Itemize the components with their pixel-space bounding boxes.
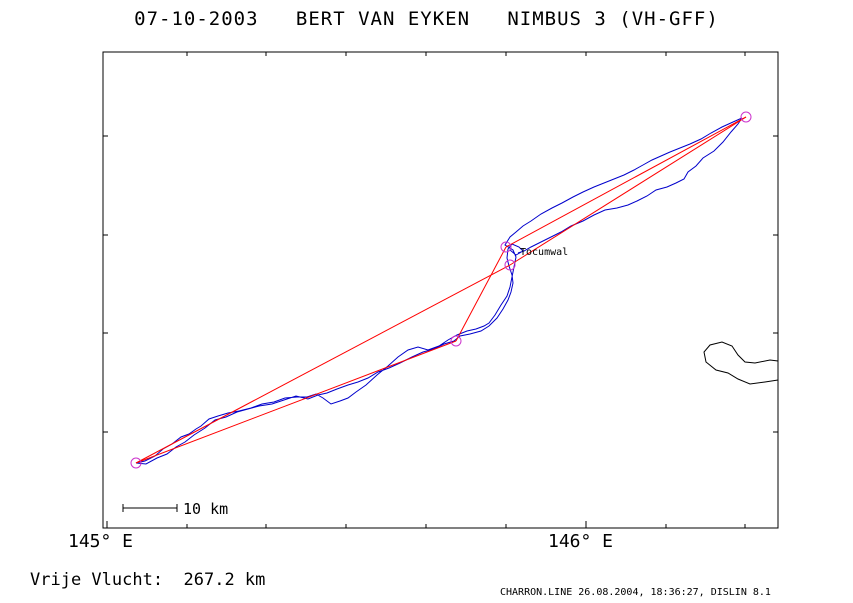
turnpoint-marker xyxy=(504,259,516,271)
turnpoint-marker xyxy=(450,335,462,347)
plot-frame xyxy=(102,51,779,529)
x-ticks-top xyxy=(186,52,746,56)
scale-bar xyxy=(122,504,178,512)
map-title: 07-10-2003 BERT VAN EYKEN NIMBUS 3 (VH-G… xyxy=(134,8,719,30)
y-ticks-left xyxy=(103,135,108,433)
place-label-tocumwal: Tocumwal xyxy=(520,247,569,258)
turnpoint-marker xyxy=(500,241,512,253)
free-flight-distance: Vrije Vlucht: 267.2 km xyxy=(30,570,266,590)
turnpoint-marker xyxy=(740,111,752,123)
render-credit: CHARRON.LINE 26.08.2004, 18:36:27, DISLI… xyxy=(500,587,771,598)
flight-track xyxy=(135,117,743,465)
x-tick-label-145: 145° E xyxy=(68,531,134,552)
y-ticks-right xyxy=(773,135,778,433)
turnpoint-start-marker xyxy=(130,457,142,469)
turnpoint-markers xyxy=(130,111,752,469)
task-lines xyxy=(135,116,747,464)
scale-bar-label: 10 km xyxy=(183,500,229,518)
x-ticks-bottom xyxy=(106,521,746,528)
x-tick-label-146: 146° E xyxy=(548,531,614,552)
lake-outline xyxy=(703,341,779,385)
